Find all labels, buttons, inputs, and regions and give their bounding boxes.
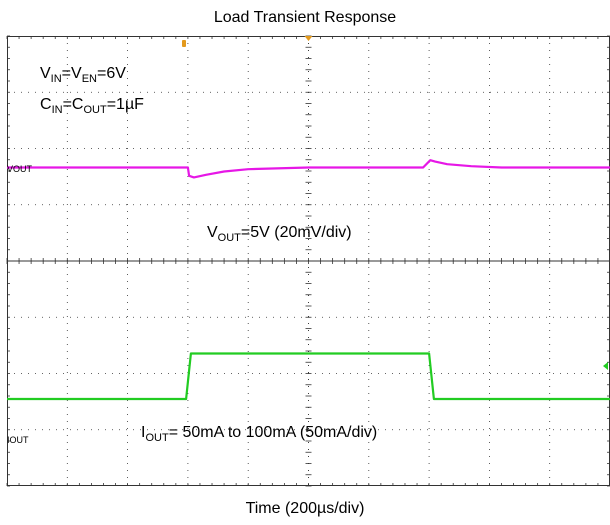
iout-annotation: IOUT= 50mA to 100mA (50mA/div) xyxy=(141,424,378,444)
scope-traces xyxy=(7,159,610,401)
scope-markers xyxy=(182,36,608,370)
x-axis-label: Time (200µs/div) xyxy=(245,500,365,517)
chart-title: Load Transient Response xyxy=(213,9,397,26)
ch2-offset-marker xyxy=(603,362,608,370)
vout-channel-label: VOUT xyxy=(7,164,33,174)
trigger-position-marker xyxy=(304,36,313,41)
conditions-vin-ven: VIN=VEN=6V xyxy=(40,65,126,85)
conditions-cin-cout: CIN=COUT=1µF xyxy=(40,96,144,116)
vout-trace xyxy=(7,159,610,179)
iout-channel-label: IOUT xyxy=(7,435,29,445)
trigger-level-marker xyxy=(182,40,186,47)
iout-trace xyxy=(7,352,610,401)
vout-annotation: VOUT=5V (20mV/div) xyxy=(207,224,352,244)
